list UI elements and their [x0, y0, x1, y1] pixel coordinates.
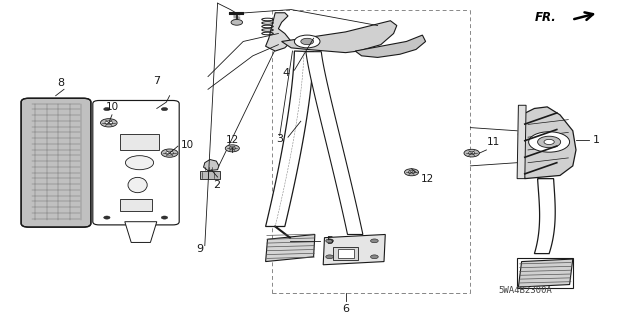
Text: 11: 11 — [486, 137, 500, 147]
Circle shape — [161, 216, 168, 219]
Polygon shape — [518, 107, 576, 179]
Polygon shape — [266, 13, 291, 51]
Text: 8: 8 — [57, 78, 65, 88]
Circle shape — [538, 136, 561, 148]
Text: 5WA4B2300A: 5WA4B2300A — [498, 286, 552, 295]
Bar — [517, 258, 573, 288]
Circle shape — [408, 171, 415, 174]
Circle shape — [166, 151, 173, 155]
Polygon shape — [518, 259, 573, 287]
Bar — [333, 247, 358, 260]
Text: 9: 9 — [196, 244, 204, 254]
Ellipse shape — [128, 177, 147, 193]
Bar — [120, 134, 159, 150]
FancyBboxPatch shape — [21, 98, 91, 227]
Text: 5: 5 — [326, 236, 333, 246]
Circle shape — [100, 119, 117, 127]
Bar — [200, 171, 220, 179]
Circle shape — [464, 149, 479, 157]
Circle shape — [229, 147, 236, 150]
Circle shape — [161, 149, 178, 157]
Circle shape — [161, 108, 168, 111]
Circle shape — [104, 216, 110, 219]
Polygon shape — [125, 222, 157, 242]
Text: 12: 12 — [421, 174, 435, 184]
Circle shape — [326, 239, 333, 243]
Text: 10: 10 — [181, 139, 195, 150]
Polygon shape — [282, 21, 397, 53]
Circle shape — [326, 255, 333, 259]
Circle shape — [529, 132, 570, 152]
Circle shape — [225, 145, 239, 152]
Circle shape — [231, 19, 243, 25]
Circle shape — [301, 38, 314, 45]
Polygon shape — [355, 35, 426, 57]
Circle shape — [104, 108, 110, 111]
Circle shape — [105, 121, 113, 125]
Polygon shape — [266, 51, 314, 226]
Text: 4: 4 — [282, 68, 289, 78]
Circle shape — [371, 239, 378, 243]
Circle shape — [125, 156, 154, 170]
Text: 12: 12 — [226, 135, 239, 145]
Circle shape — [371, 255, 378, 259]
Text: 3: 3 — [276, 134, 283, 145]
Polygon shape — [266, 234, 315, 262]
Polygon shape — [306, 52, 363, 234]
FancyBboxPatch shape — [93, 100, 179, 225]
Circle shape — [544, 139, 554, 145]
Text: 7: 7 — [153, 76, 161, 86]
Text: 6: 6 — [342, 304, 349, 314]
Text: 10: 10 — [106, 102, 118, 112]
Polygon shape — [323, 234, 385, 265]
Text: FR.: FR. — [535, 11, 557, 24]
Text: 1: 1 — [593, 135, 600, 145]
Circle shape — [294, 35, 320, 48]
Bar — [120, 199, 152, 211]
Circle shape — [468, 152, 475, 155]
Polygon shape — [534, 179, 556, 254]
Polygon shape — [204, 160, 219, 171]
Bar — [338, 249, 354, 258]
Polygon shape — [517, 105, 526, 179]
Circle shape — [404, 169, 419, 176]
Text: 2: 2 — [212, 180, 220, 190]
